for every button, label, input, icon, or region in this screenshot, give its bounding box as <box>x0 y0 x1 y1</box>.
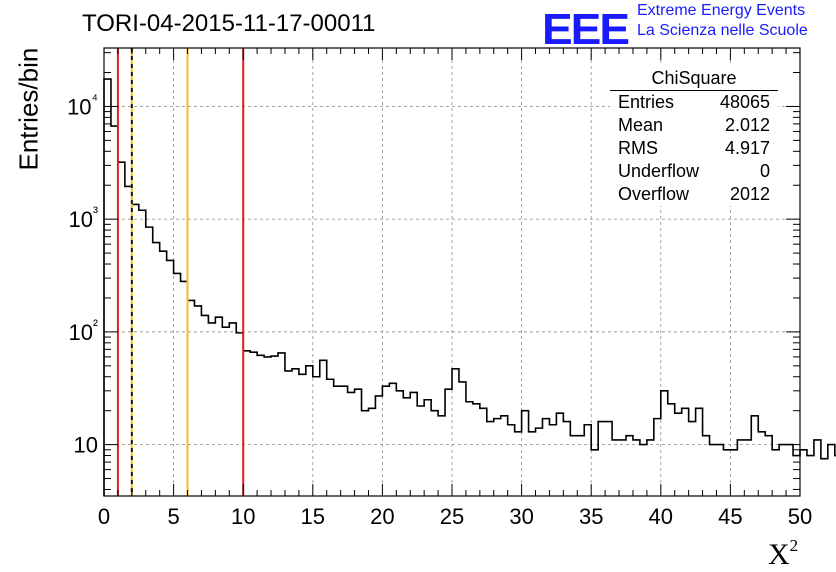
x-tick-label: 45 <box>718 504 742 529</box>
axis-ticks <box>103 48 801 496</box>
x-tick-label: 30 <box>509 504 533 529</box>
x-tick-label: 0 <box>98 504 110 529</box>
stats-value: 2.012 <box>724 115 770 135</box>
stats-title: ChiSquare <box>610 66 778 91</box>
x-tick-label: 5 <box>167 504 179 529</box>
chart-title: TORI-04-2015-11-17-00011 <box>82 10 376 37</box>
logo-line-1: Extreme Energy Events <box>637 2 806 19</box>
stats-row: Mean 2.012 <box>610 114 778 137</box>
stats-label: Overflow <box>618 184 690 204</box>
stats-row: RMS 4.917 <box>610 137 778 160</box>
x-tick-label: 15 <box>301 504 325 529</box>
stats-row: Underflow 0 <box>610 160 778 183</box>
y-tick-label: 10³ <box>69 204 98 232</box>
y-tick-label: 10⁴ <box>67 91 98 119</box>
stats-label: Underflow <box>618 161 700 181</box>
stats-label: RMS <box>618 138 658 158</box>
stats-row: Overflow 2012 <box>610 183 778 206</box>
stats-value: 48065 <box>719 92 770 112</box>
x-tick-label: 40 <box>649 504 673 529</box>
x-tick-label: 10 <box>231 504 255 529</box>
y-tick-label: 10² <box>69 317 98 345</box>
histogram-line <box>103 78 836 496</box>
stats-value: 0 <box>759 161 770 181</box>
stats-label: Mean <box>618 115 664 135</box>
x-tick-label: 35 <box>579 504 603 529</box>
cut-lines <box>116 48 245 496</box>
x-axis-label-sup: 2 <box>789 536 799 555</box>
x-tick-label: 50 <box>788 504 812 529</box>
eee-logo: EEE <box>542 4 630 54</box>
axis-tick-labels: 0 5 10 15 20 25 30 35 40 45 50 10 10² 10³ 10⁴ <box>67 91 812 529</box>
stats-label: Entries <box>618 92 675 112</box>
x-axis-label-base: X <box>768 538 790 571</box>
y-tick-label: 10 <box>74 433 98 458</box>
stats-row: Entries 48065 <box>610 91 778 114</box>
x-tick-label: 25 <box>440 504 464 529</box>
histogram-series <box>103 78 836 496</box>
stats-value: 2012 <box>729 184 770 204</box>
x-tick-label: 20 <box>370 504 394 529</box>
y-axis-label: Entries/bin <box>13 47 44 171</box>
stats-value: 4.917 <box>724 138 770 158</box>
x-axis-label: X2 <box>768 536 798 572</box>
logo-line-2: La Scienza nelle Scuole <box>637 22 808 39</box>
stats-box: ChiSquare Entries 48065 Mean 2.012 RMS 4… <box>610 66 778 206</box>
